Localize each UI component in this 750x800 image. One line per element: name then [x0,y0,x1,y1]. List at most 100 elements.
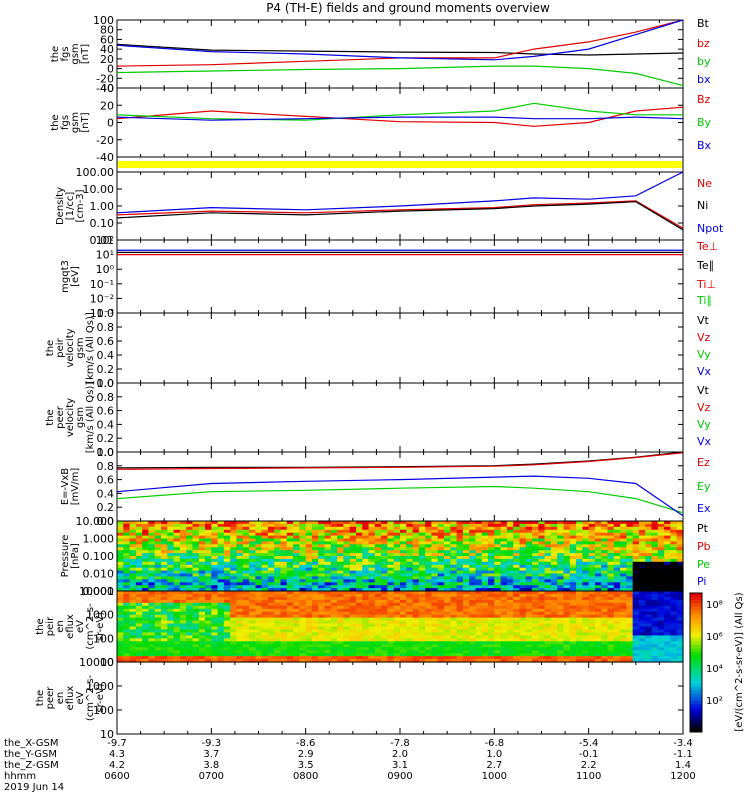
spec-cell [236,659,244,663]
spec-cell [211,564,219,569]
spec-cell [544,599,552,604]
spec-cell [343,547,351,551]
spec-cell [337,596,344,601]
spec-cell [230,573,238,577]
spec-cell [563,617,571,622]
spec-cell [148,591,156,595]
spec-cell [488,558,495,563]
spec-cell [456,650,464,654]
spec-cell [444,564,451,569]
spec-cell [192,656,200,660]
spec-cell [236,605,244,610]
spec-cell [293,647,300,651]
spec-cell [563,526,571,531]
spec-cell [494,641,502,645]
spec-cell [676,529,684,534]
spec-cell [525,550,533,554]
spec-cell [412,573,420,577]
spec-cell [607,529,615,534]
spec-cell [205,535,212,540]
spec-cell [161,653,168,657]
spec-cell [469,576,477,580]
spec-cell [544,567,552,572]
y-axis-label-line: the [35,690,46,706]
spec-cell [400,596,407,601]
spec-cell [217,526,225,531]
spec-cell [274,644,282,648]
spec-cell [613,570,621,575]
spec-cell [356,521,363,525]
spec-cell [437,582,445,586]
spec-cell [456,561,464,566]
spec-cell [632,596,640,601]
spec-cell [167,585,175,589]
spec-cell [412,523,420,528]
spec-cell [406,550,414,554]
spec-cell [469,617,477,622]
spec-cell [400,526,407,531]
spec-cell [450,617,458,622]
spec-cell [161,547,168,551]
spec-cell [192,614,200,619]
spec-cell [431,599,439,604]
spec-cell [532,623,539,628]
spec-cell [651,570,659,575]
spec-cell [154,532,162,537]
spec-cell [368,570,376,575]
spec-cell [198,541,206,545]
spec-cell [431,591,439,595]
spec-cell [676,579,684,583]
spec-cell [123,591,131,595]
spec-cell [349,535,357,540]
spec-cell [217,617,225,622]
spec-cell [601,570,609,575]
spec-cell [148,541,156,545]
spec-cell [343,556,351,560]
spec-cell [230,579,238,583]
spec-cell [563,629,571,634]
spec-cell [236,632,244,636]
spec-cell [519,521,527,525]
spec-cell [626,526,634,531]
spec-cell [280,585,288,589]
spec-cell [318,576,326,580]
spec-cell [450,558,458,563]
spec-cell [148,605,156,610]
spec-cell [595,556,602,560]
spec-cell [456,532,464,537]
spec-cell [356,653,363,657]
spec-cell [607,599,615,604]
spec-cell [626,635,634,639]
spec-cell [154,576,162,580]
spec-cell [569,585,577,589]
spec-cell [154,567,162,572]
spec-cell [123,650,131,654]
spec-cell [148,564,156,569]
spec-cell [223,635,231,639]
spec-cell [173,564,181,569]
spec-cell [456,617,464,622]
spec-cell [444,629,451,634]
spec-cell [519,573,527,577]
spec-cell [217,602,225,607]
spec-cell [261,626,269,631]
spec-cell [261,599,269,604]
spec-cell [632,561,640,566]
spec-cell [569,541,577,545]
spec-cell [312,521,319,525]
spec-cell [639,553,646,557]
legend-entry: Vt [697,384,710,397]
spec-cell [167,544,175,548]
spec-cell [557,629,565,634]
spec-cell [286,608,294,613]
spec-cell [450,602,458,607]
y-axis-label: E=-VxB [mV/m] [60,468,81,506]
spec-cell [312,532,319,537]
spec-cell [494,567,502,572]
spec-cell [525,602,533,607]
spec-cell [582,617,590,622]
spec-cell [500,608,508,613]
spec-cell [261,641,269,645]
spec-cell [117,585,124,589]
spec-cell [217,585,225,589]
